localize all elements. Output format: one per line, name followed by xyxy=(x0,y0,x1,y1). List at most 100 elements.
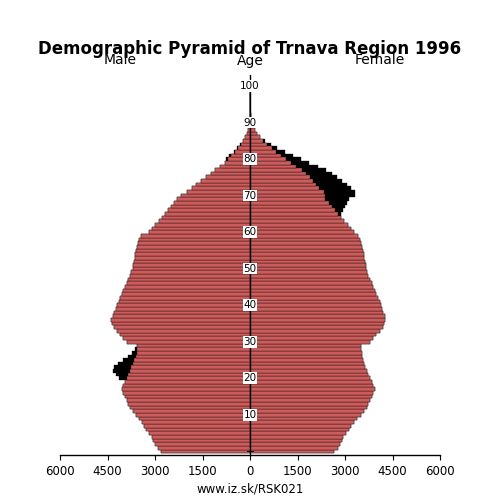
Bar xyxy=(174,201,250,204)
Bar xyxy=(152,226,250,230)
Bar xyxy=(112,318,250,322)
Bar xyxy=(250,420,354,424)
Bar xyxy=(250,179,342,183)
Bar xyxy=(133,267,250,270)
Bar xyxy=(250,384,373,388)
Bar xyxy=(144,424,250,428)
Bar xyxy=(192,186,250,190)
Bar xyxy=(250,157,286,161)
Bar xyxy=(250,204,332,208)
Bar xyxy=(250,278,370,281)
Bar xyxy=(130,369,250,373)
Bar xyxy=(210,172,250,176)
Bar xyxy=(250,212,338,216)
Bar xyxy=(250,296,378,300)
Bar xyxy=(140,238,250,242)
Bar xyxy=(156,223,250,226)
Bar xyxy=(250,252,364,256)
Bar xyxy=(134,256,250,260)
Bar xyxy=(201,179,250,183)
Bar xyxy=(250,318,385,322)
Bar xyxy=(250,274,368,278)
Bar xyxy=(125,380,250,384)
Bar xyxy=(244,139,250,142)
Bar xyxy=(250,136,260,139)
Bar xyxy=(250,296,378,300)
Bar xyxy=(149,230,250,234)
Bar xyxy=(250,450,334,453)
Bar xyxy=(127,376,250,380)
Bar xyxy=(250,230,354,234)
Bar xyxy=(196,183,250,186)
Text: 40: 40 xyxy=(244,300,256,310)
Bar xyxy=(250,198,326,201)
Bar xyxy=(124,391,250,394)
Bar xyxy=(250,248,363,252)
Bar xyxy=(250,307,382,310)
Bar xyxy=(250,179,312,183)
Bar xyxy=(126,340,250,344)
Bar xyxy=(249,124,250,128)
Bar xyxy=(250,410,364,413)
Bar xyxy=(114,310,250,314)
Bar xyxy=(250,282,372,285)
Bar xyxy=(133,410,250,413)
Bar xyxy=(246,132,250,136)
Bar xyxy=(250,351,362,354)
Bar xyxy=(250,369,367,373)
Bar xyxy=(250,388,375,391)
Bar xyxy=(250,410,364,413)
Bar xyxy=(250,270,367,274)
Bar xyxy=(250,394,372,398)
Bar xyxy=(159,220,250,223)
Bar xyxy=(250,245,362,248)
Bar xyxy=(228,157,250,161)
Bar xyxy=(158,446,250,450)
Bar xyxy=(118,300,250,304)
Bar xyxy=(250,168,326,172)
Bar xyxy=(250,322,384,326)
Bar xyxy=(250,362,364,366)
Bar xyxy=(240,142,250,146)
Bar xyxy=(125,394,250,398)
Bar xyxy=(250,267,366,270)
Bar xyxy=(196,183,250,186)
Bar xyxy=(149,230,250,234)
Bar xyxy=(250,190,324,194)
Bar xyxy=(250,380,372,384)
Bar xyxy=(235,150,250,154)
Bar xyxy=(241,142,250,146)
Bar xyxy=(250,208,343,212)
Bar xyxy=(250,154,281,157)
Bar xyxy=(128,402,250,406)
Bar xyxy=(250,124,253,128)
Bar xyxy=(152,435,250,438)
Bar xyxy=(136,252,250,256)
Bar xyxy=(250,314,384,318)
Bar xyxy=(250,190,355,194)
Bar xyxy=(126,398,250,402)
Bar xyxy=(154,442,250,446)
Bar xyxy=(250,326,382,329)
Bar xyxy=(250,278,370,281)
Bar xyxy=(206,176,250,179)
Text: Female: Female xyxy=(355,54,405,68)
Bar xyxy=(114,310,250,314)
Bar xyxy=(250,242,362,245)
Bar xyxy=(250,388,375,391)
Bar xyxy=(250,369,367,373)
Bar xyxy=(250,344,360,347)
Bar xyxy=(124,288,250,292)
Text: Demographic Pyramid of Trnava Region 1996: Demographic Pyramid of Trnava Region 199… xyxy=(38,40,462,58)
Bar xyxy=(250,172,306,176)
Bar xyxy=(250,201,328,204)
Bar xyxy=(117,304,250,307)
Bar xyxy=(225,161,250,164)
Text: 80: 80 xyxy=(244,154,256,164)
Bar xyxy=(122,388,250,391)
Text: 90: 90 xyxy=(244,118,256,128)
Bar xyxy=(125,285,250,288)
Bar xyxy=(250,285,373,288)
Bar xyxy=(250,300,380,304)
Bar xyxy=(250,391,373,394)
